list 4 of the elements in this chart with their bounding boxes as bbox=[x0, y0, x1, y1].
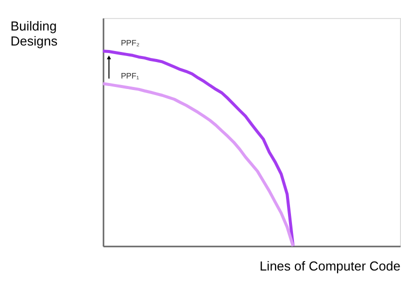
series-label: PPF₂ bbox=[120, 38, 140, 48]
x-axis-title: Lines of Computer Code bbox=[260, 258, 400, 274]
y-axis-title: Building Designs bbox=[10, 18, 58, 48]
series-label: PPF₁ bbox=[120, 71, 140, 80]
